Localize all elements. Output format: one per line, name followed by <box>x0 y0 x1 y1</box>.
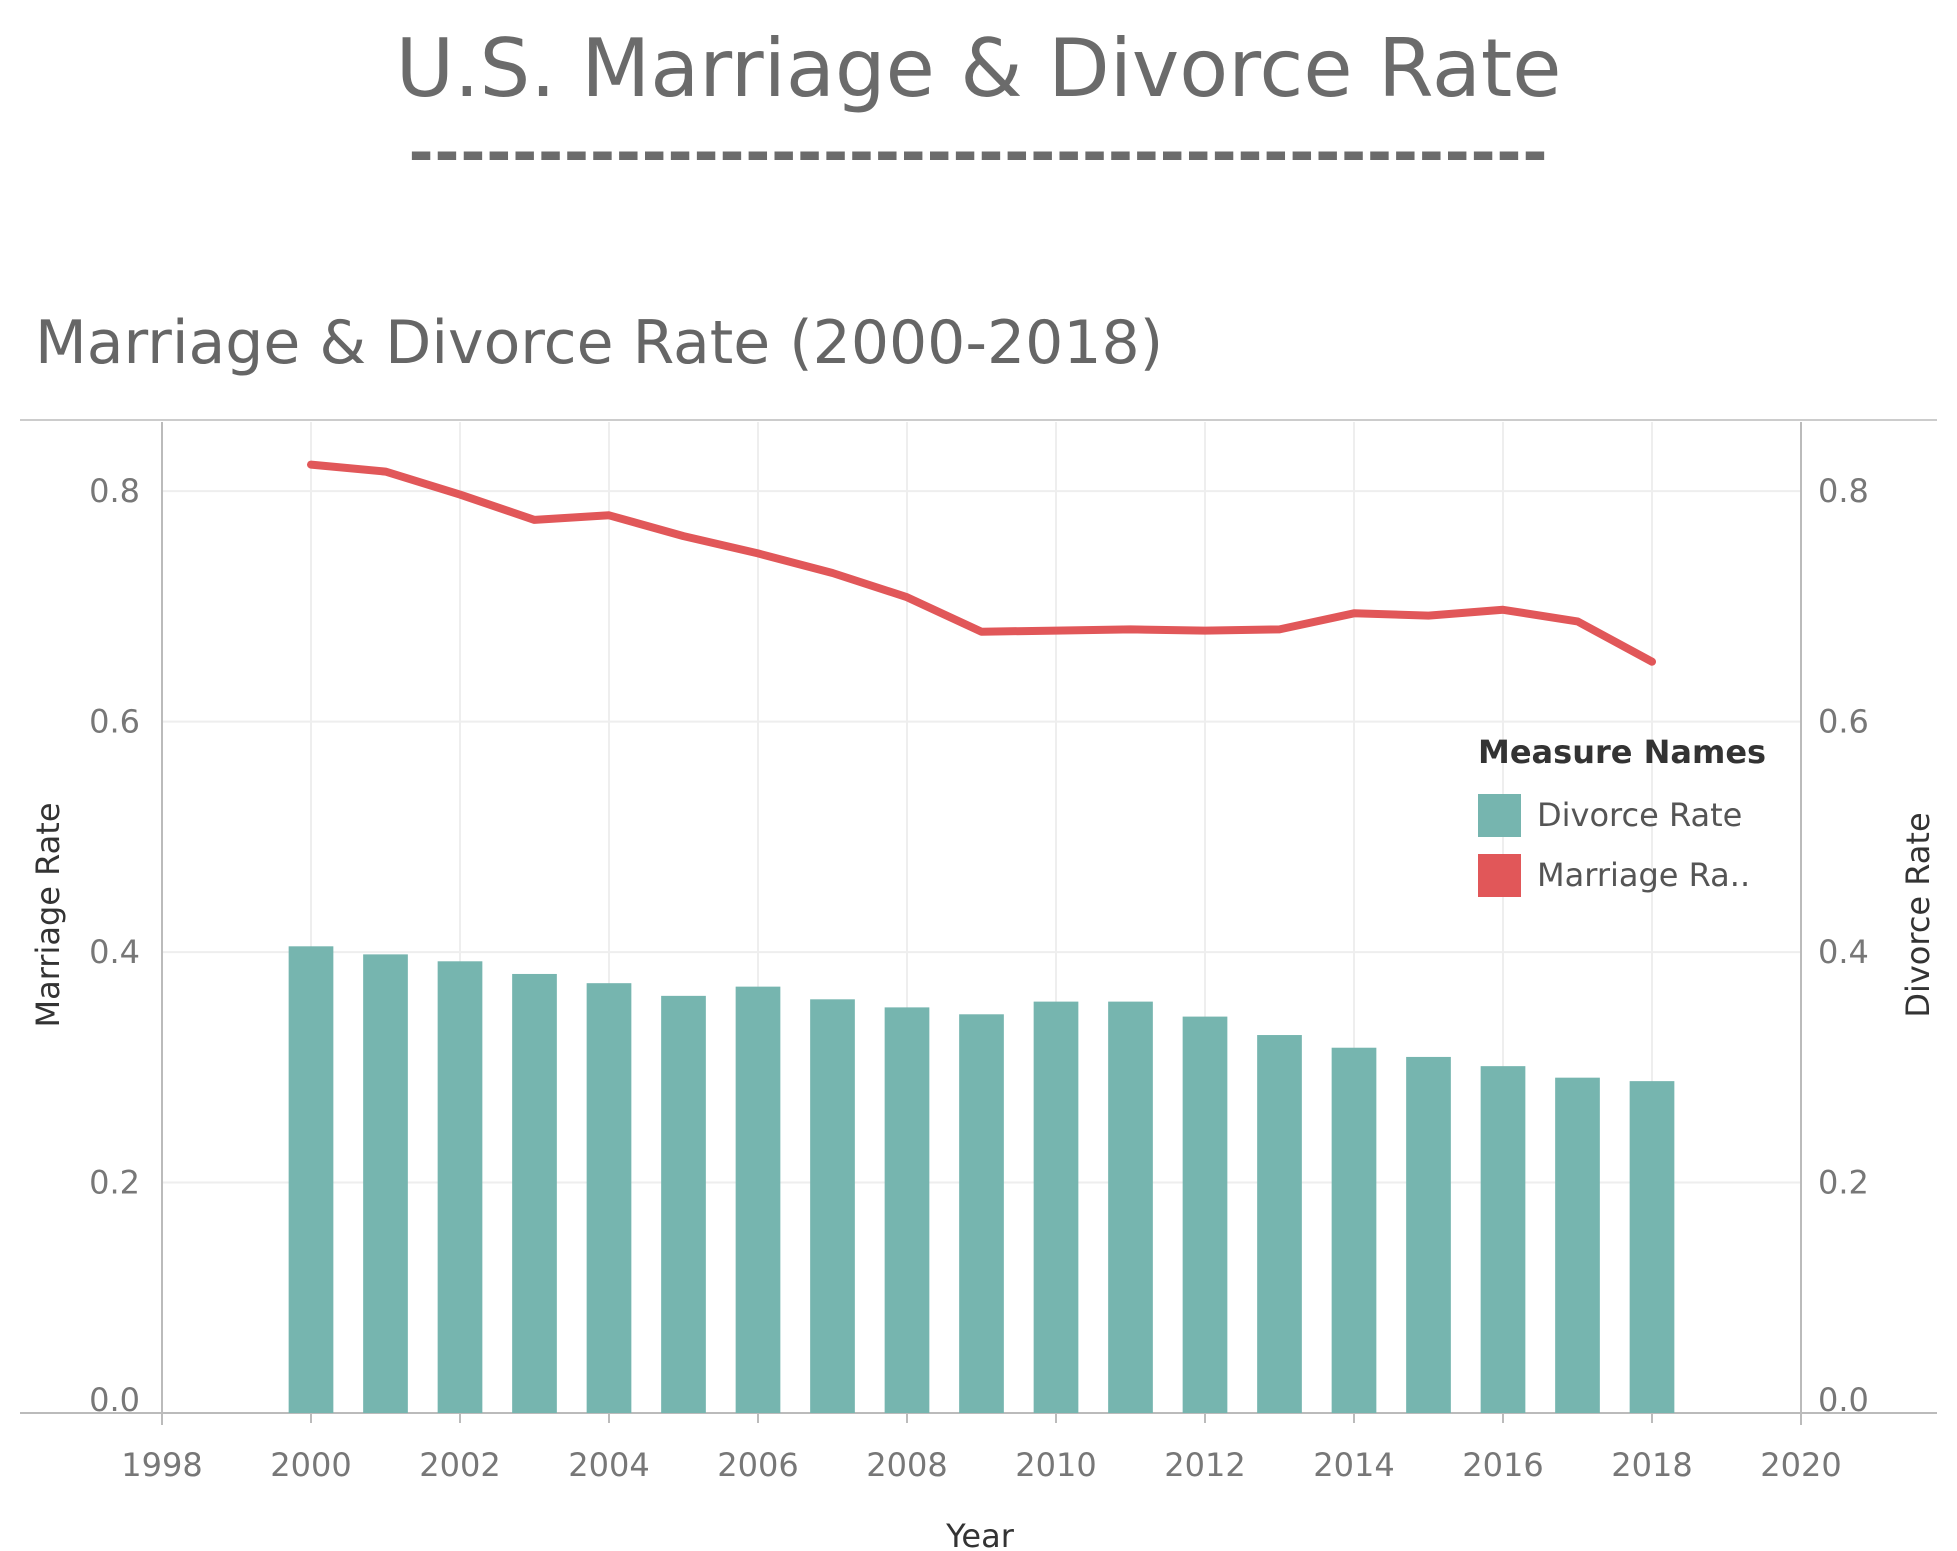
bar-divorce-rate[interactable] <box>1257 1035 1302 1413</box>
divorce-rate-bars <box>288 946 1675 1413</box>
bar-divorce-rate[interactable] <box>1555 1077 1600 1413</box>
x-tick-label: 2002 <box>419 1446 500 1484</box>
x-tick-label: 2010 <box>1015 1446 1096 1484</box>
bar-divorce-rate[interactable] <box>437 961 483 1413</box>
legend-title: Measure Names <box>1478 733 1767 771</box>
legend-swatch-divorce-rate <box>1478 793 1521 837</box>
x-tick-label: 2006 <box>717 1446 798 1484</box>
x-tick-label: 2008 <box>866 1446 947 1484</box>
legend-swatch-marriage-rate <box>1478 853 1521 897</box>
marriage-rate-line <box>307 460 1656 666</box>
bar-divorce-rate[interactable] <box>1182 1016 1228 1413</box>
legend-item-divorce-rate[interactable]: Divorce Rate <box>1478 785 1766 845</box>
axis-ticks: 0.0 0.0 0.2 0.2 0.4 0.4 0.6 0.6 0.8 0.8 1998 2000 20… <box>89 472 1869 1484</box>
x-tick-label: 2016 <box>1462 1446 1543 1484</box>
left-axis-title: Marriage Rate <box>29 802 67 1027</box>
legend-item-marriage-rate[interactable]: Marriage Ra.. <box>1478 845 1766 905</box>
legend: Measure Names Divorce Rate Marriage Ra.. <box>1478 733 1766 905</box>
bar-divorce-rate[interactable] <box>959 1014 1004 1413</box>
y-tick-label-right: 0.4 <box>1818 933 1869 971</box>
bar-divorce-rate[interactable] <box>586 983 632 1413</box>
bar-divorce-rate[interactable] <box>1629 1081 1675 1413</box>
bar-divorce-rate[interactable] <box>363 954 408 1413</box>
bar-divorce-rate[interactable] <box>512 973 557 1413</box>
y-tick-label-left: 0.4 <box>89 933 140 971</box>
y-tick-label-right: 0.0 <box>1818 1381 1869 1419</box>
x-tick-label: 1998 <box>121 1446 202 1484</box>
bar-divorce-rate[interactable] <box>735 986 781 1413</box>
y-tick-label-right: 0.8 <box>1818 472 1869 510</box>
bar-divorce-rate[interactable] <box>810 999 855 1413</box>
x-tick-label: 2014 <box>1313 1446 1394 1484</box>
bar-divorce-rate[interactable] <box>1480 1066 1526 1413</box>
y-tick-label-right: 0.2 <box>1818 1164 1869 1202</box>
bar-divorce-rate[interactable] <box>1033 1001 1079 1413</box>
bar-divorce-rate[interactable] <box>1331 1047 1377 1413</box>
x-tick-label: 2000 <box>270 1446 351 1484</box>
y-tick-label-left: 0.6 <box>89 703 140 741</box>
y-tick-label-left: 0.8 <box>89 472 140 510</box>
x-tick-label: 2004 <box>568 1446 649 1484</box>
chart-title: Marriage & Divorce Rate (2000-2018) <box>35 308 1164 378</box>
legend-label-divorce-rate: Divorce Rate <box>1537 796 1743 834</box>
right-axis-title: Divorce Rate <box>1899 812 1937 1017</box>
bar-divorce-rate[interactable] <box>661 995 706 1413</box>
x-axis-title: Year <box>945 1517 1015 1551</box>
y-tick-label-left: 0.2 <box>89 1164 140 1202</box>
bar-divorce-rate[interactable] <box>884 1007 930 1413</box>
x-tick-label: 2018 <box>1611 1446 1692 1484</box>
y-tick-label-right: 0.6 <box>1818 703 1869 741</box>
y-tick-label-left: 0.0 <box>89 1381 140 1419</box>
bar-divorce-rate[interactable] <box>288 946 334 1413</box>
legend-label-marriage-rate: Marriage Ra.. <box>1537 856 1751 894</box>
x-tick-label: 2012 <box>1164 1446 1245 1484</box>
title-divider: ----------------------------------------… <box>408 118 1549 188</box>
bar-divorce-rate[interactable] <box>1108 1001 1153 1413</box>
bar-divorce-rate[interactable] <box>1406 1056 1451 1413</box>
x-tick-label: 2020 <box>1760 1446 1841 1484</box>
page-title: U.S. Marriage & Divorce Rate <box>395 22 1562 115</box>
line-marriage-rate[interactable] <box>307 460 1656 666</box>
